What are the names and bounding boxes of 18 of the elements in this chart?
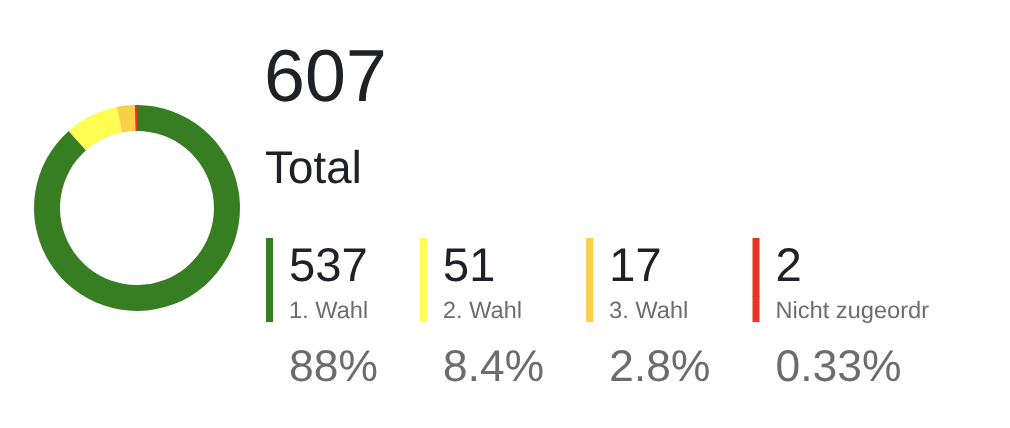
donut-slice [134,105,137,132]
chart-title: 607 [267,49,384,102]
text: 88% [290,349,377,382]
legend-label: 1. Wahl [290,300,367,319]
data-label: 17 [612,248,660,281]
legend-label: 2. Wahl [444,300,521,319]
text: 0.33% [777,349,900,382]
text: Total [266,149,359,184]
donut-slice [116,105,136,133]
text: 8.4% [444,349,543,382]
data-label: 537 [290,248,366,282]
donut-slice [34,105,240,311]
text: 2.8% [611,349,709,382]
legend-label: Nicht zugeordr [777,300,929,323]
data-label: 51 [444,248,494,282]
data-label: 2 [777,248,800,281]
legend-label: 3. Wahl [610,300,687,319]
donut-slice [68,106,122,151]
